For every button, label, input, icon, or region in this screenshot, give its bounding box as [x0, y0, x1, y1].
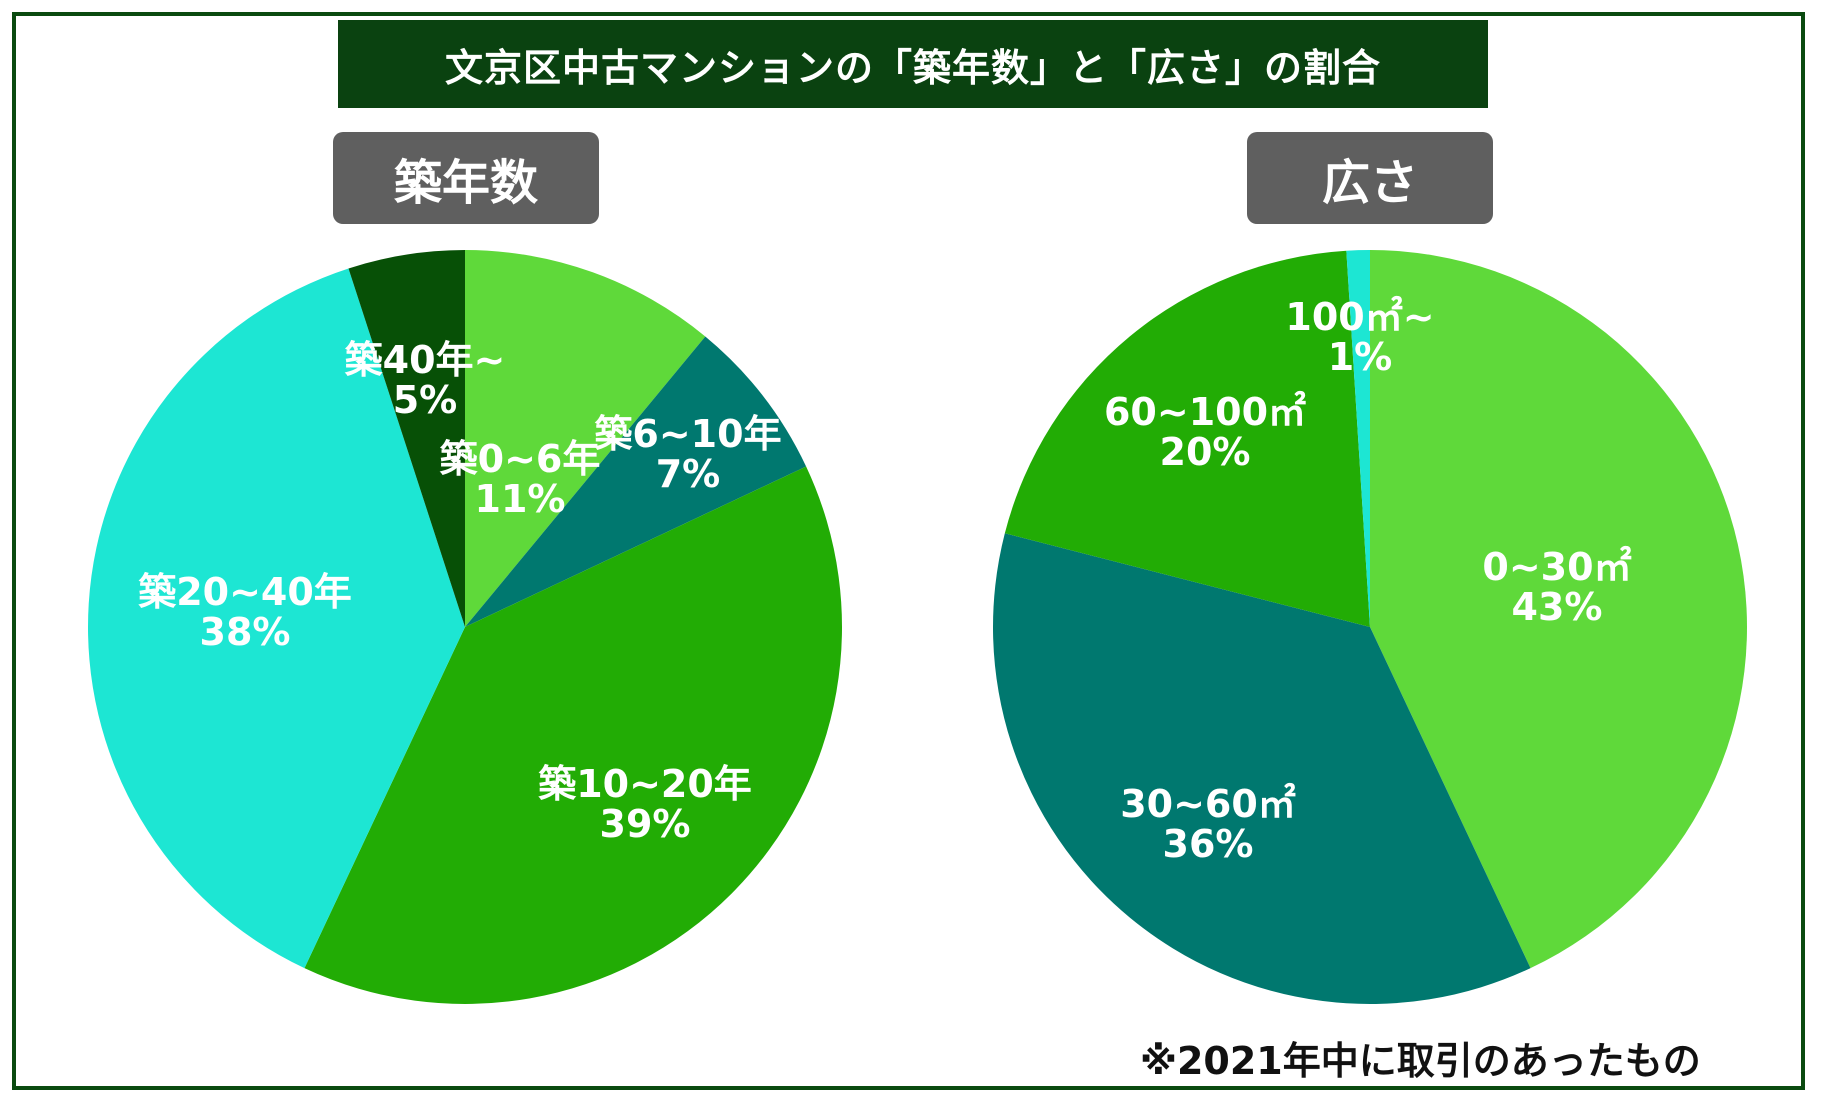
slice-label: 0~30㎡: [1482, 545, 1631, 589]
slice-percent: 20%: [1160, 430, 1251, 474]
slice-label: 築40年~: [345, 338, 506, 382]
chart-title: 文京区中古マンションの「築年数」と「広さ」の割合: [338, 20, 1488, 108]
slice-label: 築6~10年: [594, 412, 781, 456]
slice-label: 60~100㎡: [1104, 390, 1306, 434]
slice-percent: 5%: [393, 378, 458, 422]
pie-slice: [1370, 250, 1747, 969]
slice-percent: 7%: [656, 452, 721, 496]
slice-percent: 36%: [1163, 822, 1254, 866]
slice-percent: 11%: [475, 477, 566, 521]
footnote: ※2021年中に取引のあったもの: [1140, 1039, 1701, 1083]
pie-slice: [348, 250, 465, 627]
pie-slice: [1004, 250, 1370, 627]
slice-label: 築0~6年: [440, 437, 601, 481]
pie-slice: [87, 268, 465, 969]
slice-label: 30~60㎡: [1120, 782, 1296, 826]
pie-slice: [465, 336, 807, 627]
slice-label: 築10~20年: [538, 762, 752, 806]
pie-title-age: 築年数: [333, 132, 599, 224]
slice-percent: 43%: [1512, 585, 1603, 629]
pie-slice: [465, 250, 706, 627]
slice-percent: 38%: [200, 610, 291, 654]
pie-slice: [1346, 250, 1370, 627]
slice-label: 築20~40年: [138, 570, 352, 614]
slice-label: 100㎡~: [1285, 295, 1434, 339]
slice-percent: 1%: [1328, 335, 1393, 379]
pie-slice: [993, 533, 1531, 1005]
pie-title-size: 広さ: [1247, 132, 1493, 224]
slice-percent: 39%: [600, 802, 691, 846]
pie-slice: [304, 466, 842, 1004]
